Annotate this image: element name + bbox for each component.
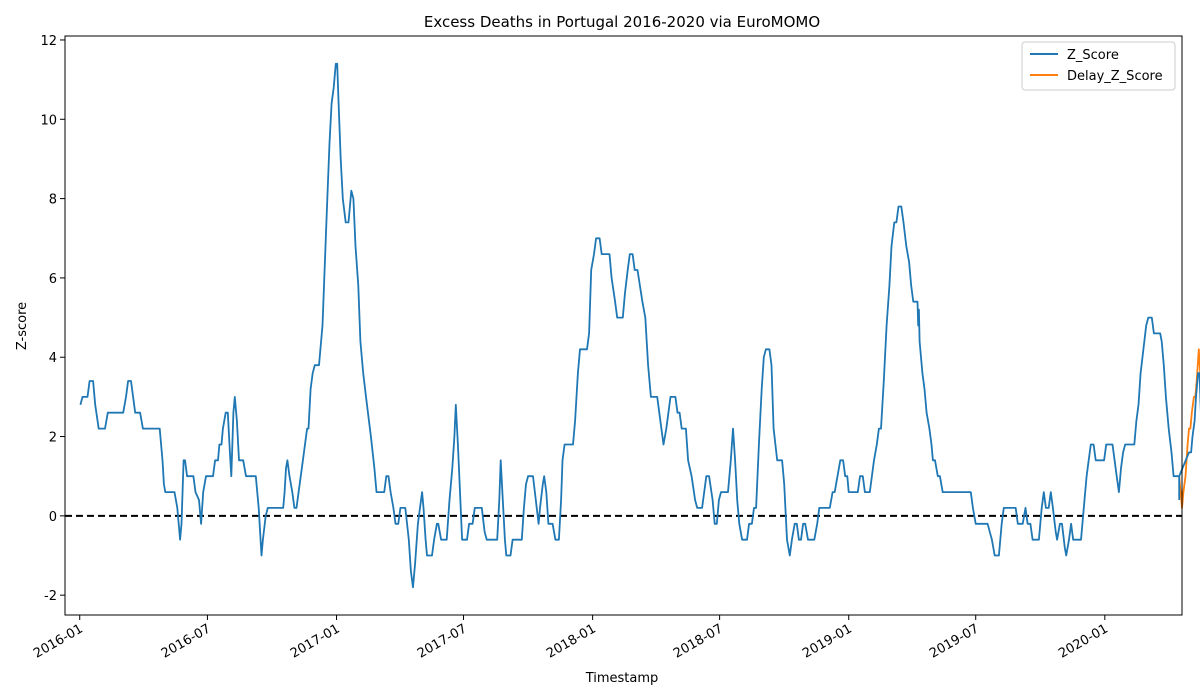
x-tick-label: 2016-01 <box>31 621 86 661</box>
y-axis-label: Z-score <box>15 302 30 350</box>
x-axis-label: Timestamp <box>585 671 659 686</box>
x-axis: 2016-01 2016-07 2017-01 2017-07 2018-01 2018-… <box>31 615 1111 662</box>
x-tick-label: 2017-01 <box>288 621 343 661</box>
legend-label-delay-z-score: Delay_Z_Score <box>1067 69 1163 84</box>
series-line-z-score <box>79 62 1180 589</box>
legend-box <box>1021 41 1176 91</box>
x-tick-label: 2016-07 <box>159 621 214 661</box>
x-tick-label: 2019-01 <box>800 621 855 661</box>
y-tick-label: 6 <box>49 272 57 287</box>
x-tick-label: 2020-01 <box>1056 621 1111 661</box>
x-tick-label: 2018-07 <box>671 621 726 661</box>
x-tick-label: 2019-07 <box>927 621 982 661</box>
x-tick-label: 2018-01 <box>544 621 599 661</box>
y-tick-label: 4 <box>49 351 57 366</box>
y-tick-label: 2 <box>49 431 57 446</box>
legend-label-z-score: Z_Score <box>1067 48 1119 63</box>
y-tick-label: -2 <box>44 589 57 604</box>
y-axis: -2 0 2 4 6 8 10 12 <box>40 34 65 604</box>
chart-title: Excess Deaths in Portugal 2016-2020 via … <box>424 13 820 31</box>
series-line-z-score <box>1178 372 1200 500</box>
y-tick-label: 0 <box>49 510 57 525</box>
plot-frame <box>64 35 1183 616</box>
y-tick-label: 10 <box>40 113 57 128</box>
legend: Z_Score Delay_Z_Score <box>1021 41 1176 91</box>
y-tick-label: 8 <box>49 193 57 208</box>
y-tick-label: 12 <box>40 34 57 49</box>
plot-area <box>65 36 1182 615</box>
x-tick-label: 2017-07 <box>415 621 470 661</box>
